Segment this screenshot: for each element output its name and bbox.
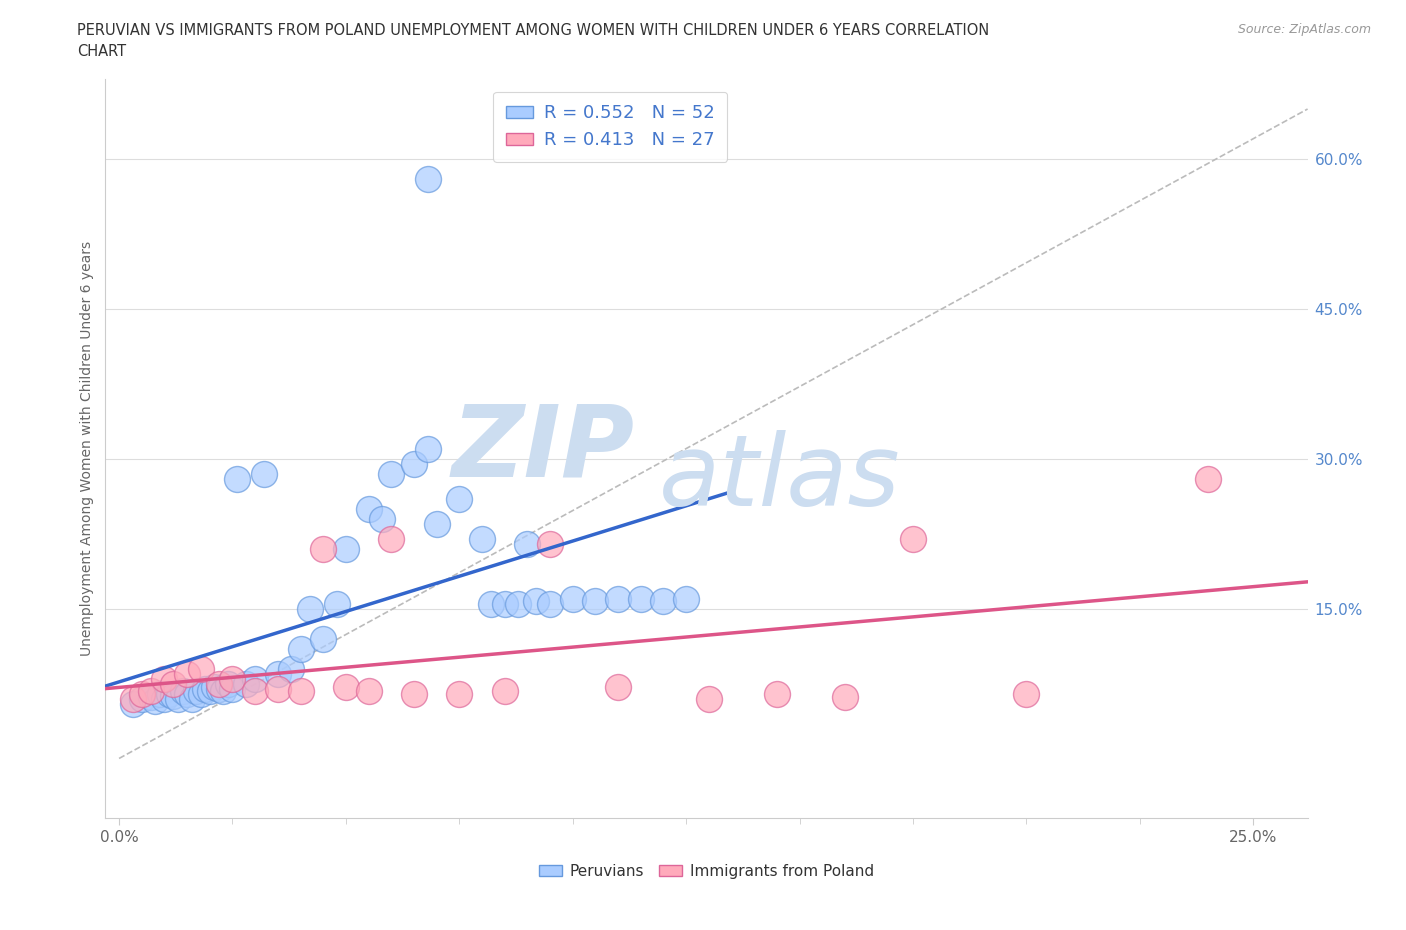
Point	[335, 541, 357, 556]
Point	[766, 686, 789, 701]
Point	[834, 689, 856, 704]
Point	[186, 683, 208, 698]
Point	[235, 676, 257, 691]
Point	[538, 537, 561, 551]
Point	[416, 442, 439, 457]
Point	[675, 591, 697, 606]
Point	[131, 686, 153, 701]
Point	[538, 596, 561, 611]
Point	[630, 591, 652, 606]
Point	[402, 457, 425, 472]
Point	[426, 516, 449, 531]
Point	[267, 681, 290, 696]
Point	[1197, 472, 1219, 486]
Point	[143, 693, 166, 708]
Point	[221, 681, 243, 696]
Point	[162, 676, 184, 691]
Point	[221, 671, 243, 686]
Point	[290, 683, 312, 698]
Point	[326, 596, 349, 611]
Point	[380, 466, 402, 481]
Point	[172, 683, 194, 698]
Point	[494, 596, 516, 611]
Point	[139, 689, 162, 704]
Point	[371, 512, 394, 526]
Point	[516, 537, 538, 551]
Text: PERUVIAN VS IMMIGRANTS FROM POLAND UNEMPLOYMENT AMONG WOMEN WITH CHILDREN UNDER : PERUVIAN VS IMMIGRANTS FROM POLAND UNEMP…	[77, 23, 990, 60]
Point	[190, 661, 212, 676]
Point	[526, 593, 548, 608]
Point	[479, 596, 502, 611]
Point	[449, 491, 471, 506]
Point	[176, 686, 198, 701]
Point	[121, 696, 143, 711]
Point	[226, 472, 249, 486]
Point	[697, 691, 720, 706]
Point	[121, 691, 143, 706]
Point	[298, 601, 321, 616]
Text: atlas: atlas	[658, 430, 900, 526]
Point	[217, 676, 239, 691]
Point	[1015, 686, 1038, 701]
Point	[267, 666, 290, 681]
Point	[280, 661, 302, 676]
Point	[449, 686, 471, 701]
Point	[190, 686, 212, 701]
Point	[167, 691, 190, 706]
Text: Source: ZipAtlas.com: Source: ZipAtlas.com	[1237, 23, 1371, 36]
Point	[416, 171, 439, 186]
Point	[157, 686, 180, 701]
Point	[290, 641, 312, 656]
Point	[901, 531, 924, 546]
Point	[131, 691, 153, 706]
Point	[253, 466, 276, 481]
Point	[243, 671, 266, 686]
Point	[583, 593, 606, 608]
Text: ZIP: ZIP	[451, 400, 634, 498]
Point	[149, 686, 172, 701]
Y-axis label: Unemployment Among Women with Children Under 6 years: Unemployment Among Women with Children U…	[80, 241, 94, 657]
Point	[652, 593, 675, 608]
Point	[312, 541, 335, 556]
Point	[357, 501, 380, 516]
Legend: R = 0.552   N = 52, R = 0.413   N = 27: R = 0.552 N = 52, R = 0.413 N = 27	[494, 92, 727, 162]
Point	[153, 691, 176, 706]
Point	[162, 688, 184, 703]
Point	[607, 679, 630, 694]
Point	[335, 679, 357, 694]
Point	[180, 691, 202, 706]
Point	[198, 683, 221, 698]
Point	[494, 683, 516, 698]
Point	[208, 681, 231, 696]
Point	[508, 596, 530, 611]
Point	[243, 683, 266, 698]
Point	[607, 591, 630, 606]
Point	[212, 683, 235, 698]
Point	[561, 591, 583, 606]
Point	[471, 531, 494, 546]
Point	[380, 531, 402, 546]
Point	[153, 671, 176, 686]
Point	[208, 676, 231, 691]
Point	[312, 631, 335, 646]
Point	[139, 683, 162, 698]
Point	[202, 679, 225, 694]
Point	[194, 681, 217, 696]
Point	[402, 686, 425, 701]
Point	[176, 666, 198, 681]
Point	[357, 683, 380, 698]
